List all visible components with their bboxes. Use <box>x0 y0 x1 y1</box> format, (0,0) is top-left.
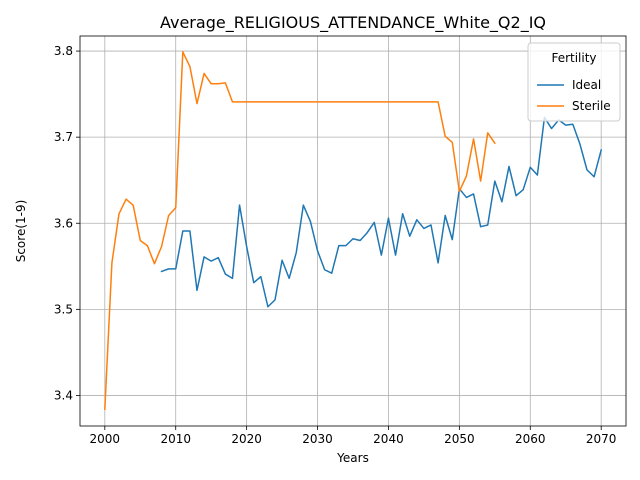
y-tick-label: 3.5 <box>54 302 73 316</box>
series-line-sterile <box>104 51 496 410</box>
chart-title: Average_RELIGIOUS_ATTENDANCE_White_Q2_IQ <box>160 13 546 33</box>
y-tick-label: 3.6 <box>54 216 73 230</box>
y-axis-label: Score(1-9) <box>14 200 28 263</box>
legend-label-sterile: Sterile <box>572 99 611 113</box>
x-tick-label: 2000 <box>90 432 121 446</box>
x-tick-label: 2070 <box>586 432 617 446</box>
legend-title: Fertility <box>551 51 596 65</box>
series-points-ideal <box>161 117 602 307</box>
series-group <box>104 51 603 410</box>
x-tick-label: 2040 <box>373 432 404 446</box>
y-tick-label: 3.4 <box>54 388 73 402</box>
x-tick-label: 2020 <box>231 432 262 446</box>
x-tick-label: 2060 <box>515 432 546 446</box>
legend-box <box>527 42 621 122</box>
legend-label-ideal: Ideal <box>572 78 601 92</box>
x-tick-label: 2050 <box>444 432 475 446</box>
plot-frame <box>79 35 627 427</box>
x-tick-label: 2030 <box>302 432 333 446</box>
y-tick-label: 3.8 <box>54 44 73 58</box>
x-tick-label: 2010 <box>160 432 191 446</box>
ticks: 2000 2010 2020 2030 2040 2050 2060 2070 3.4 3.5 3.… <box>54 44 617 446</box>
legend: Fertility Ideal Sterile <box>527 42 621 122</box>
series-points-sterile <box>104 51 495 410</box>
x-axis-label: Years <box>336 451 369 465</box>
y-tick-label: 3.7 <box>54 130 73 144</box>
